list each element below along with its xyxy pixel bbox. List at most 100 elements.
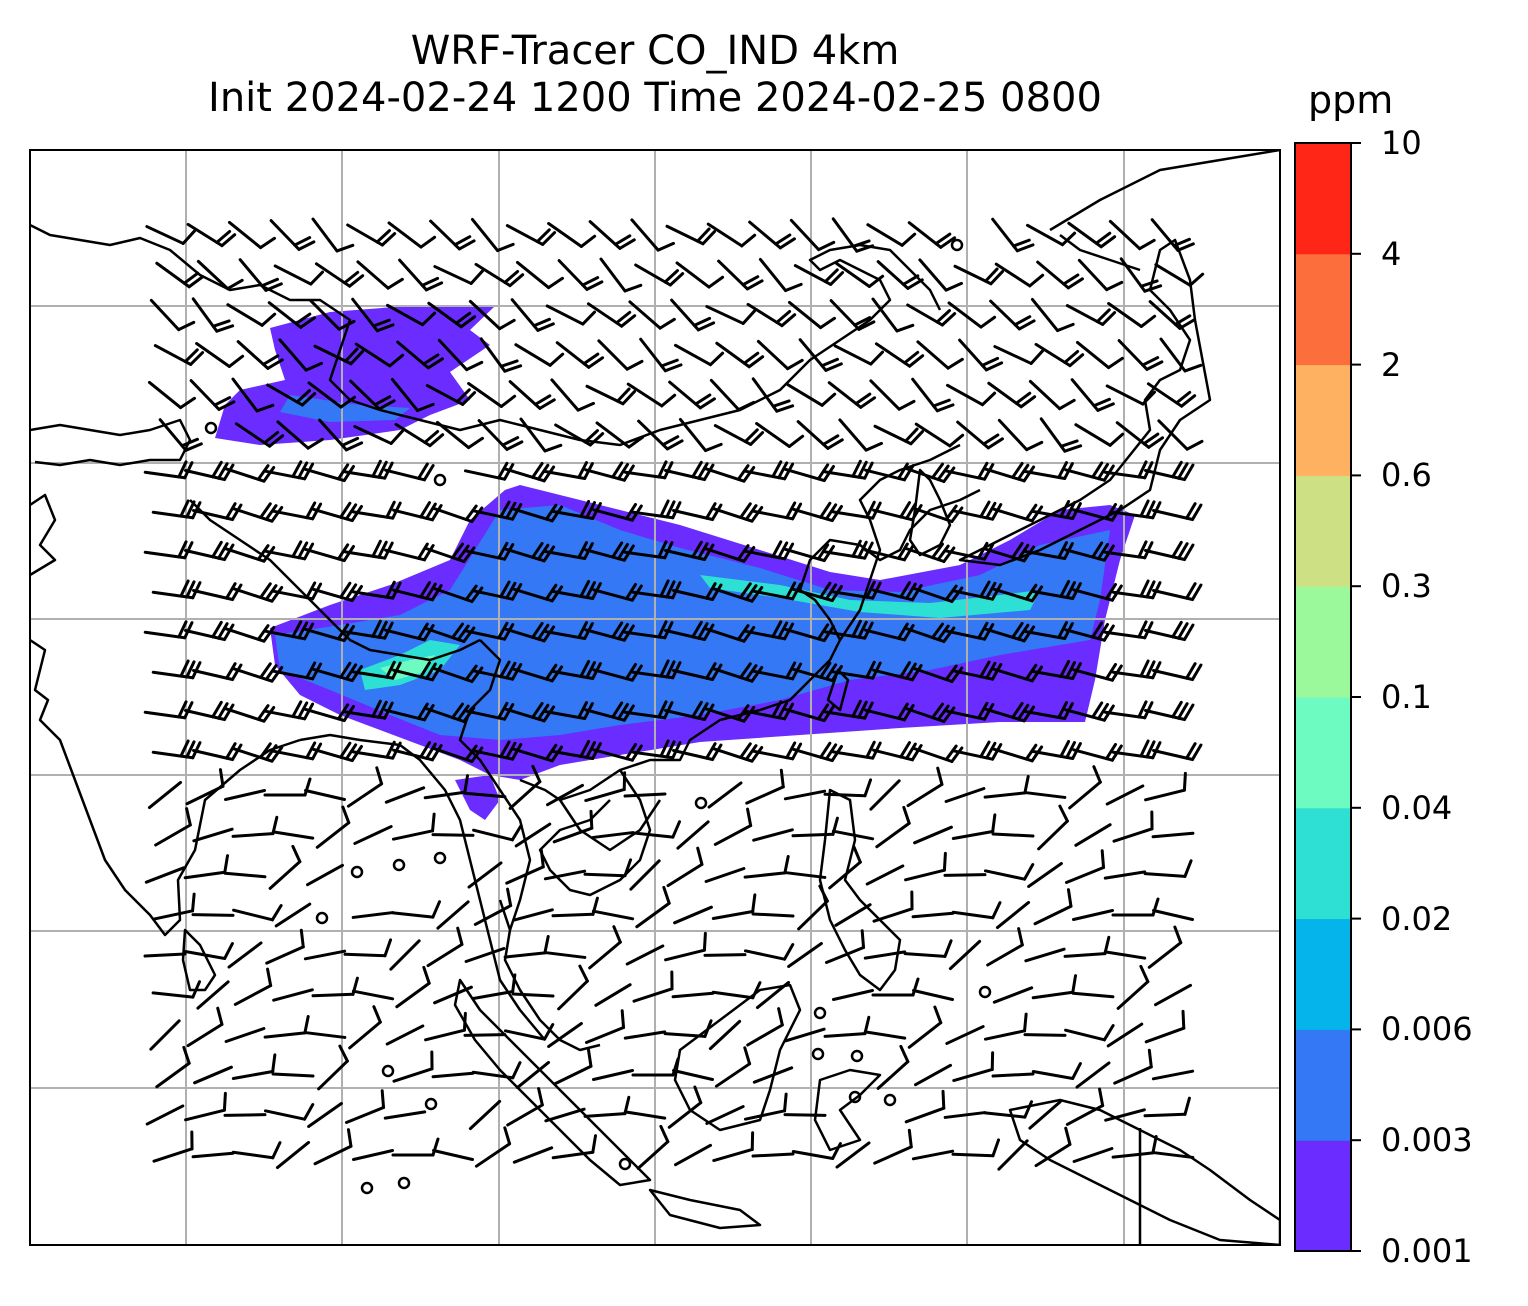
wind-barb [1036, 260, 1084, 290]
wind-barb [1071, 991, 1115, 999]
wind-barb [838, 418, 883, 452]
wind-barb [508, 764, 542, 810]
wind-barb [233, 967, 273, 1006]
wind-barb [424, 542, 476, 564]
wind-barb [392, 661, 443, 682]
wind-barb [547, 222, 597, 248]
wind-barb [553, 1048, 593, 1086]
wind-barb [307, 1102, 343, 1128]
colorbar-tick-label: 0.003 [1381, 1121, 1473, 1160]
wind-barb [387, 221, 437, 249]
wind-barb [464, 946, 506, 964]
wind-barb [833, 344, 885, 366]
wind-barb [912, 584, 964, 604]
wind-barb [395, 965, 431, 1009]
wind-barb [1023, 1033, 1067, 1037]
wind-barb [583, 858, 633, 878]
wind-barb [349, 379, 396, 411]
wind-barb [234, 422, 285, 448]
coastline-srilanka [181, 928, 217, 992]
wind-barb [224, 1026, 266, 1044]
wind-barb [984, 541, 1036, 563]
wind-barb [904, 851, 947, 882]
wind-barb [1031, 974, 1078, 1000]
wind-barb [668, 380, 716, 410]
wind-barb [272, 988, 314, 1002]
wind-barb [231, 1141, 282, 1160]
wind-barb [386, 303, 437, 327]
wind-barb [145, 1104, 185, 1126]
wind-barb [543, 951, 587, 959]
wind-barb [663, 1019, 713, 1038]
wind-barb [943, 621, 995, 641]
map-frame [29, 149, 1281, 1246]
colorbar-tick-label: 0.3 [1381, 567, 1432, 606]
wind-barb [706, 222, 757, 248]
wind-barb [425, 384, 477, 406]
wind-barb [743, 943, 795, 961]
border-laos-vietnam [558, 799, 662, 852]
wind-barb [863, 950, 907, 960]
wind-barb [186, 1006, 224, 1048]
wind-barb [304, 543, 355, 563]
calm-wind-circle [883, 1093, 897, 1107]
wind-barb [992, 503, 1044, 523]
wind-barb [871, 297, 915, 333]
wind-barb [191, 297, 235, 333]
wind-barb [149, 1019, 181, 1051]
wind-barb [783, 1113, 827, 1117]
wind-barb [184, 540, 235, 561]
wind-barb [872, 661, 923, 682]
wind-barb [1064, 461, 1115, 482]
wind-barb [275, 1140, 311, 1170]
wind-barb [224, 544, 276, 563]
wind-barb [798, 338, 843, 372]
wind-barb [315, 805, 351, 849]
wind-barb [353, 825, 393, 845]
wind-barb [158, 418, 203, 452]
wind-barb [344, 1089, 386, 1124]
wind-barb [504, 541, 556, 563]
wind-barb [263, 1014, 310, 1039]
wind-barb [356, 260, 404, 290]
wind-barb [1106, 1022, 1144, 1048]
wind-barb [144, 866, 186, 884]
wind-barb [628, 300, 676, 330]
wind-barb [224, 704, 276, 723]
wind-barb [631, 820, 682, 839]
wind-barb [1031, 1062, 1082, 1080]
wind-barb [263, 1103, 315, 1121]
wind-barb [674, 343, 725, 367]
wind-barb [351, 297, 395, 333]
wind-barb [183, 854, 230, 880]
wind-barb [712, 1131, 755, 1163]
wind-barb [1033, 888, 1073, 926]
wind-barb [223, 1113, 267, 1117]
wind-barb [192, 662, 243, 681]
coastline-sumatra [453, 978, 652, 1187]
wind-barb [463, 701, 515, 721]
wind-barb [1117, 339, 1164, 371]
calm-wind-circle [811, 1047, 825, 1061]
wind-barb [1067, 221, 1117, 249]
wind-barb [832, 989, 874, 1001]
wind-barb [992, 743, 1044, 763]
wind-barb [664, 700, 715, 721]
wind-barb [904, 1089, 946, 1124]
wind-barb [751, 377, 795, 413]
wind-barb [192, 582, 243, 601]
wind-barb [792, 501, 843, 523]
wind-barb [863, 1030, 907, 1040]
wind-barb [951, 740, 1003, 761]
wind-barb [391, 900, 442, 919]
wind-barb [227, 941, 263, 969]
calm-wind-circle [381, 1064, 395, 1078]
wind-barb [551, 896, 599, 918]
wind-barb [829, 299, 876, 331]
wind-barb [151, 499, 202, 520]
wind-barb [392, 581, 443, 602]
wind-barb [1150, 218, 1195, 252]
wind-barb [876, 260, 924, 290]
coastline-taiwan [826, 668, 850, 712]
wind-barb [914, 422, 965, 448]
